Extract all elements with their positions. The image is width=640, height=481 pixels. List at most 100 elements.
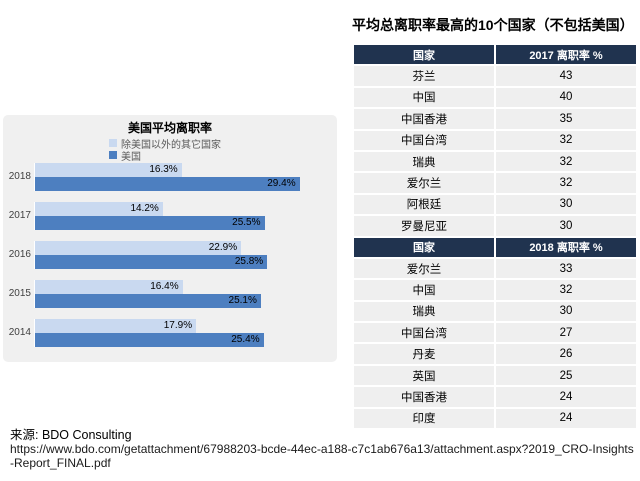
table-cell-country: 中国香港 — [354, 109, 494, 129]
year-label: 2017 — [8, 210, 31, 221]
table-cell-rate: 32 — [496, 173, 636, 193]
table-row: 中国 32 — [354, 280, 636, 300]
table-row: 瑞典 30 — [354, 301, 636, 322]
bar-value-label: 16.3% — [149, 164, 178, 175]
year-label: 2014 — [8, 327, 31, 338]
bar-pair: 22.9% 25.8% — [34, 241, 268, 269]
table-header-cell: 国家 — [354, 45, 494, 65]
table-cell-country: 罗曼尼亚 — [354, 216, 494, 236]
table-cell-country: 中国台湾 — [354, 130, 494, 150]
bar-value-label: 25.1% — [228, 295, 257, 306]
table-header-cell: 2018 离职率 % — [496, 237, 636, 257]
table-cell-country: 中国 — [354, 280, 494, 300]
table-cell-country: 英国 — [354, 365, 494, 386]
bar-other-countries: 16.4% — [35, 280, 183, 294]
table-cell-rate: 27 — [496, 323, 636, 343]
chart-title: 美国平均离职率 — [127, 121, 212, 135]
table-cell-country: 爱尔兰 — [354, 173, 494, 193]
bar-other-countries: 22.9% — [35, 241, 242, 255]
bar-pair: 17.9% 25.4% — [34, 319, 264, 347]
table-cell-rate: 25 — [496, 365, 636, 386]
table-row: 中国香港 24 — [354, 387, 636, 407]
bar-us: 25.4% — [35, 333, 264, 347]
ranking-tables-title: 平均总离职率最高的10个国家（不包括美国） — [352, 17, 634, 33]
table-row: 芬兰 43 — [354, 66, 636, 86]
table-cell-rate: 30 — [496, 194, 636, 215]
table-cell-rate: 35 — [496, 109, 636, 129]
table-cell-rate: 26 — [496, 344, 636, 364]
table-cell-rate: 24 — [496, 408, 636, 429]
bar-group-2014: 2014 17.9% 25.4% — [3, 319, 337, 347]
table-cell-rate: 32 — [496, 280, 636, 300]
bar-value-label: 17.9% — [163, 320, 193, 331]
table-row: 丹麦 26 — [354, 344, 636, 364]
table-cell-country: 阿根廷 — [354, 194, 494, 215]
table-row: 中国台湾 32 — [354, 130, 636, 150]
bar-pair: 14.2% 25.5% — [34, 202, 265, 230]
table-cell-rate: 30 — [496, 301, 636, 322]
table-header-row-2: 国家 2018 离职率 % — [354, 237, 636, 257]
table-row: 中国台湾 27 — [354, 323, 636, 343]
year-label: 2015 — [8, 288, 31, 299]
source-block: 来源: BDO Consulting https://www.bdo.com/g… — [10, 428, 636, 470]
table-cell-rate: 33 — [496, 258, 636, 279]
bar-value-label: 22.9% — [208, 242, 238, 253]
bar-us: 25.8% — [35, 255, 268, 269]
chart-bars: 2018 16.3% 29.4% 2017 14.2% 25.5% 2016 22.9% 25.… — [3, 163, 337, 358]
bar-other-countries: 16.3% — [35, 163, 182, 177]
bar-value-label: 29.4% — [267, 178, 296, 189]
table-cell-rate: 30 — [496, 216, 636, 236]
legend-swatch-other-countries-icon — [109, 139, 117, 147]
us-turnover-chart-panel: 美国平均离职率 除美国以外的其它国家 美国 2018 16.3% 29.4% 2017… — [3, 115, 337, 362]
legend-item-other-countries: 除美国以外的其它国家 — [109, 137, 337, 151]
source-label: 来源: BDO Consulting — [10, 428, 132, 442]
year-label: 2018 — [8, 171, 31, 182]
table-header-cell: 国家 — [354, 237, 494, 257]
table-cell-country: 芬兰 — [354, 66, 494, 86]
bar-us: 25.1% — [35, 294, 261, 308]
table-cell-country: 印度 — [354, 408, 494, 429]
table-row: 英国 25 — [354, 365, 636, 386]
table-cell-rate: 43 — [496, 66, 636, 86]
table-cell-country: 中国台湾 — [354, 323, 494, 343]
bar-other-countries: 17.9% — [35, 319, 197, 333]
bar-value-label: 25.5% — [232, 217, 261, 228]
legend-label-other-countries: 除美国以外的其它国家 — [121, 139, 221, 151]
table-cell-country: 中国 — [354, 87, 494, 108]
bar-other-countries: 14.2% — [35, 202, 163, 216]
legend-item-us: 美国 — [109, 149, 337, 163]
bar-value-label: 14.2% — [130, 203, 159, 214]
bar-group-2016: 2016 22.9% 25.8% — [3, 241, 337, 269]
table-row: 印度 24 — [354, 408, 636, 429]
bar-group-2017: 2017 14.2% 25.5% — [3, 202, 337, 230]
table-row: 爱尔兰 32 — [354, 173, 636, 193]
year-label: 2016 — [8, 249, 31, 260]
legend-swatch-us-icon — [109, 151, 117, 159]
bar-pair: 16.3% 29.4% — [34, 163, 300, 191]
bar-us: 25.5% — [35, 216, 265, 230]
table-cell-country: 丹麦 — [354, 344, 494, 364]
table-cell-country: 瑞典 — [354, 151, 494, 172]
table-cell-country: 中国香港 — [354, 387, 494, 407]
source-url: https://www.bdo.com/getattachment/679882… — [10, 442, 634, 470]
table-row: 中国 40 — [354, 87, 636, 108]
table-cell-rate: 40 — [496, 87, 636, 108]
legend-label-us: 美国 — [121, 151, 141, 163]
table-cell-country: 爱尔兰 — [354, 258, 494, 279]
bar-value-label: 25.8% — [234, 256, 264, 267]
bar-value-label: 16.4% — [150, 281, 179, 292]
table-header-cell: 2017 离职率 % — [496, 45, 636, 65]
table-cell-rate: 24 — [496, 387, 636, 407]
chart-legend: 除美国以外的其它国家 美国 — [109, 137, 337, 163]
bar-pair: 16.4% 25.1% — [34, 280, 261, 308]
table-row: 瑞典 32 — [354, 151, 636, 172]
table-row: 罗曼尼亚 30 — [354, 216, 636, 236]
table-cell-rate: 32 — [496, 151, 636, 172]
bar-value-label: 25.4% — [231, 334, 260, 345]
table-cell-rate: 32 — [496, 130, 636, 150]
bar-group-2018: 2018 16.3% 29.4% — [3, 163, 337, 191]
table-cell-country: 瑞典 — [354, 301, 494, 322]
turnover-tables: 国家 2017 离职率 % 芬兰 43 中国 40 中国香港 35 中国台湾 32 瑞典 32 爱尔兰 3… — [354, 45, 636, 430]
table-row: 阿根廷 30 — [354, 194, 636, 215]
table-header-row-1: 国家 2017 离职率 % — [354, 45, 636, 65]
